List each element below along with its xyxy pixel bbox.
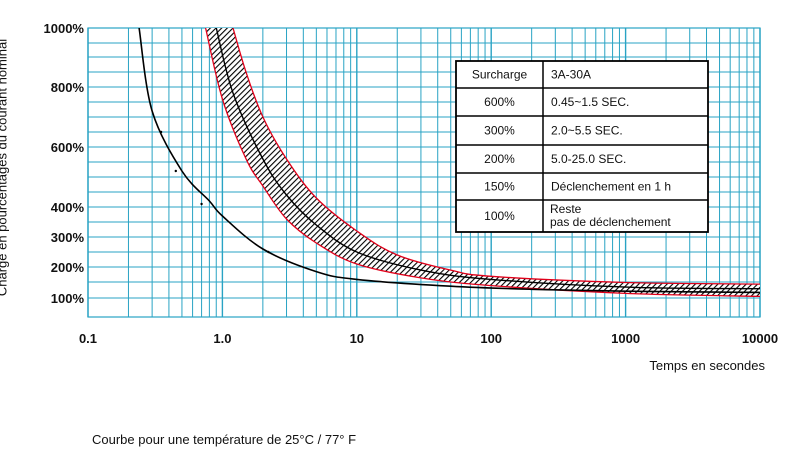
data-dot — [200, 202, 203, 206]
x-tick-label: 10000 — [742, 331, 778, 346]
x-axis-label: Temps en secondes — [649, 358, 765, 373]
table: Surcharge 3A-30A 600% 0.45~1.5 SEC. 300% 2.0~… — [455, 60, 709, 233]
plot-frame — [87, 27, 761, 318]
x-tick-label: 1000 — [611, 331, 640, 346]
table-cell: Reste — [550, 202, 582, 216]
table-cell: 2.0~5.5 SEC. — [551, 124, 623, 138]
table-cell: 300% — [484, 124, 515, 138]
table-cell: 3A-30A — [551, 68, 591, 82]
table-cell: 200% — [484, 152, 515, 166]
table-cell: pas de déclenchement — [550, 215, 671, 229]
y-tick-label: 800% — [51, 80, 85, 95]
y-tick-label: 300% — [51, 230, 85, 245]
band-upper-edge — [232, 28, 760, 285]
y-tick-label: 1000% — [44, 21, 85, 36]
minimum-curve — [138, 28, 760, 294]
data-dot — [267, 250, 270, 254]
data-dot — [159, 130, 163, 134]
band-layer — [138, 28, 760, 298]
band-lower-edge — [204, 28, 760, 298]
grid — [87, 27, 761, 318]
table-cell: 100% — [484, 209, 515, 223]
x-tick-label: 100 — [480, 331, 502, 346]
table-cell: 600% — [484, 95, 515, 109]
tolerance-band — [205, 28, 760, 297]
y-axis-label: Charge en pourcentages du courant nomina… — [0, 38, 10, 297]
tick-labels: 1000% 800% 600% 400% 300% 200% 100% 0.1 1.0 10 100… — [44, 21, 779, 346]
table-cell: Surcharge — [472, 68, 528, 82]
y-tick-label: 600% — [51, 140, 85, 155]
caption: Courbe pour une température de 25°C / 77… — [92, 432, 357, 447]
table-cell: 5.0-25.0 SEC. — [551, 152, 626, 166]
y-tick-label: 200% — [51, 260, 85, 275]
data-dot — [174, 169, 177, 173]
y-tick-label: 100% — [51, 291, 85, 306]
table-cell: 0.45~1.5 SEC. — [551, 95, 629, 109]
table-frame — [455, 60, 709, 233]
table-cell: 150% — [484, 180, 515, 194]
band-center-curve — [215, 28, 760, 290]
x-tick-label: 0.1 — [79, 331, 97, 346]
y-tick-label: 400% — [51, 200, 85, 215]
table-cell: Déclenchement en 1 h — [551, 180, 671, 194]
x-tick-label: 1.0 — [213, 331, 231, 346]
x-tick-label: 10 — [350, 331, 364, 346]
